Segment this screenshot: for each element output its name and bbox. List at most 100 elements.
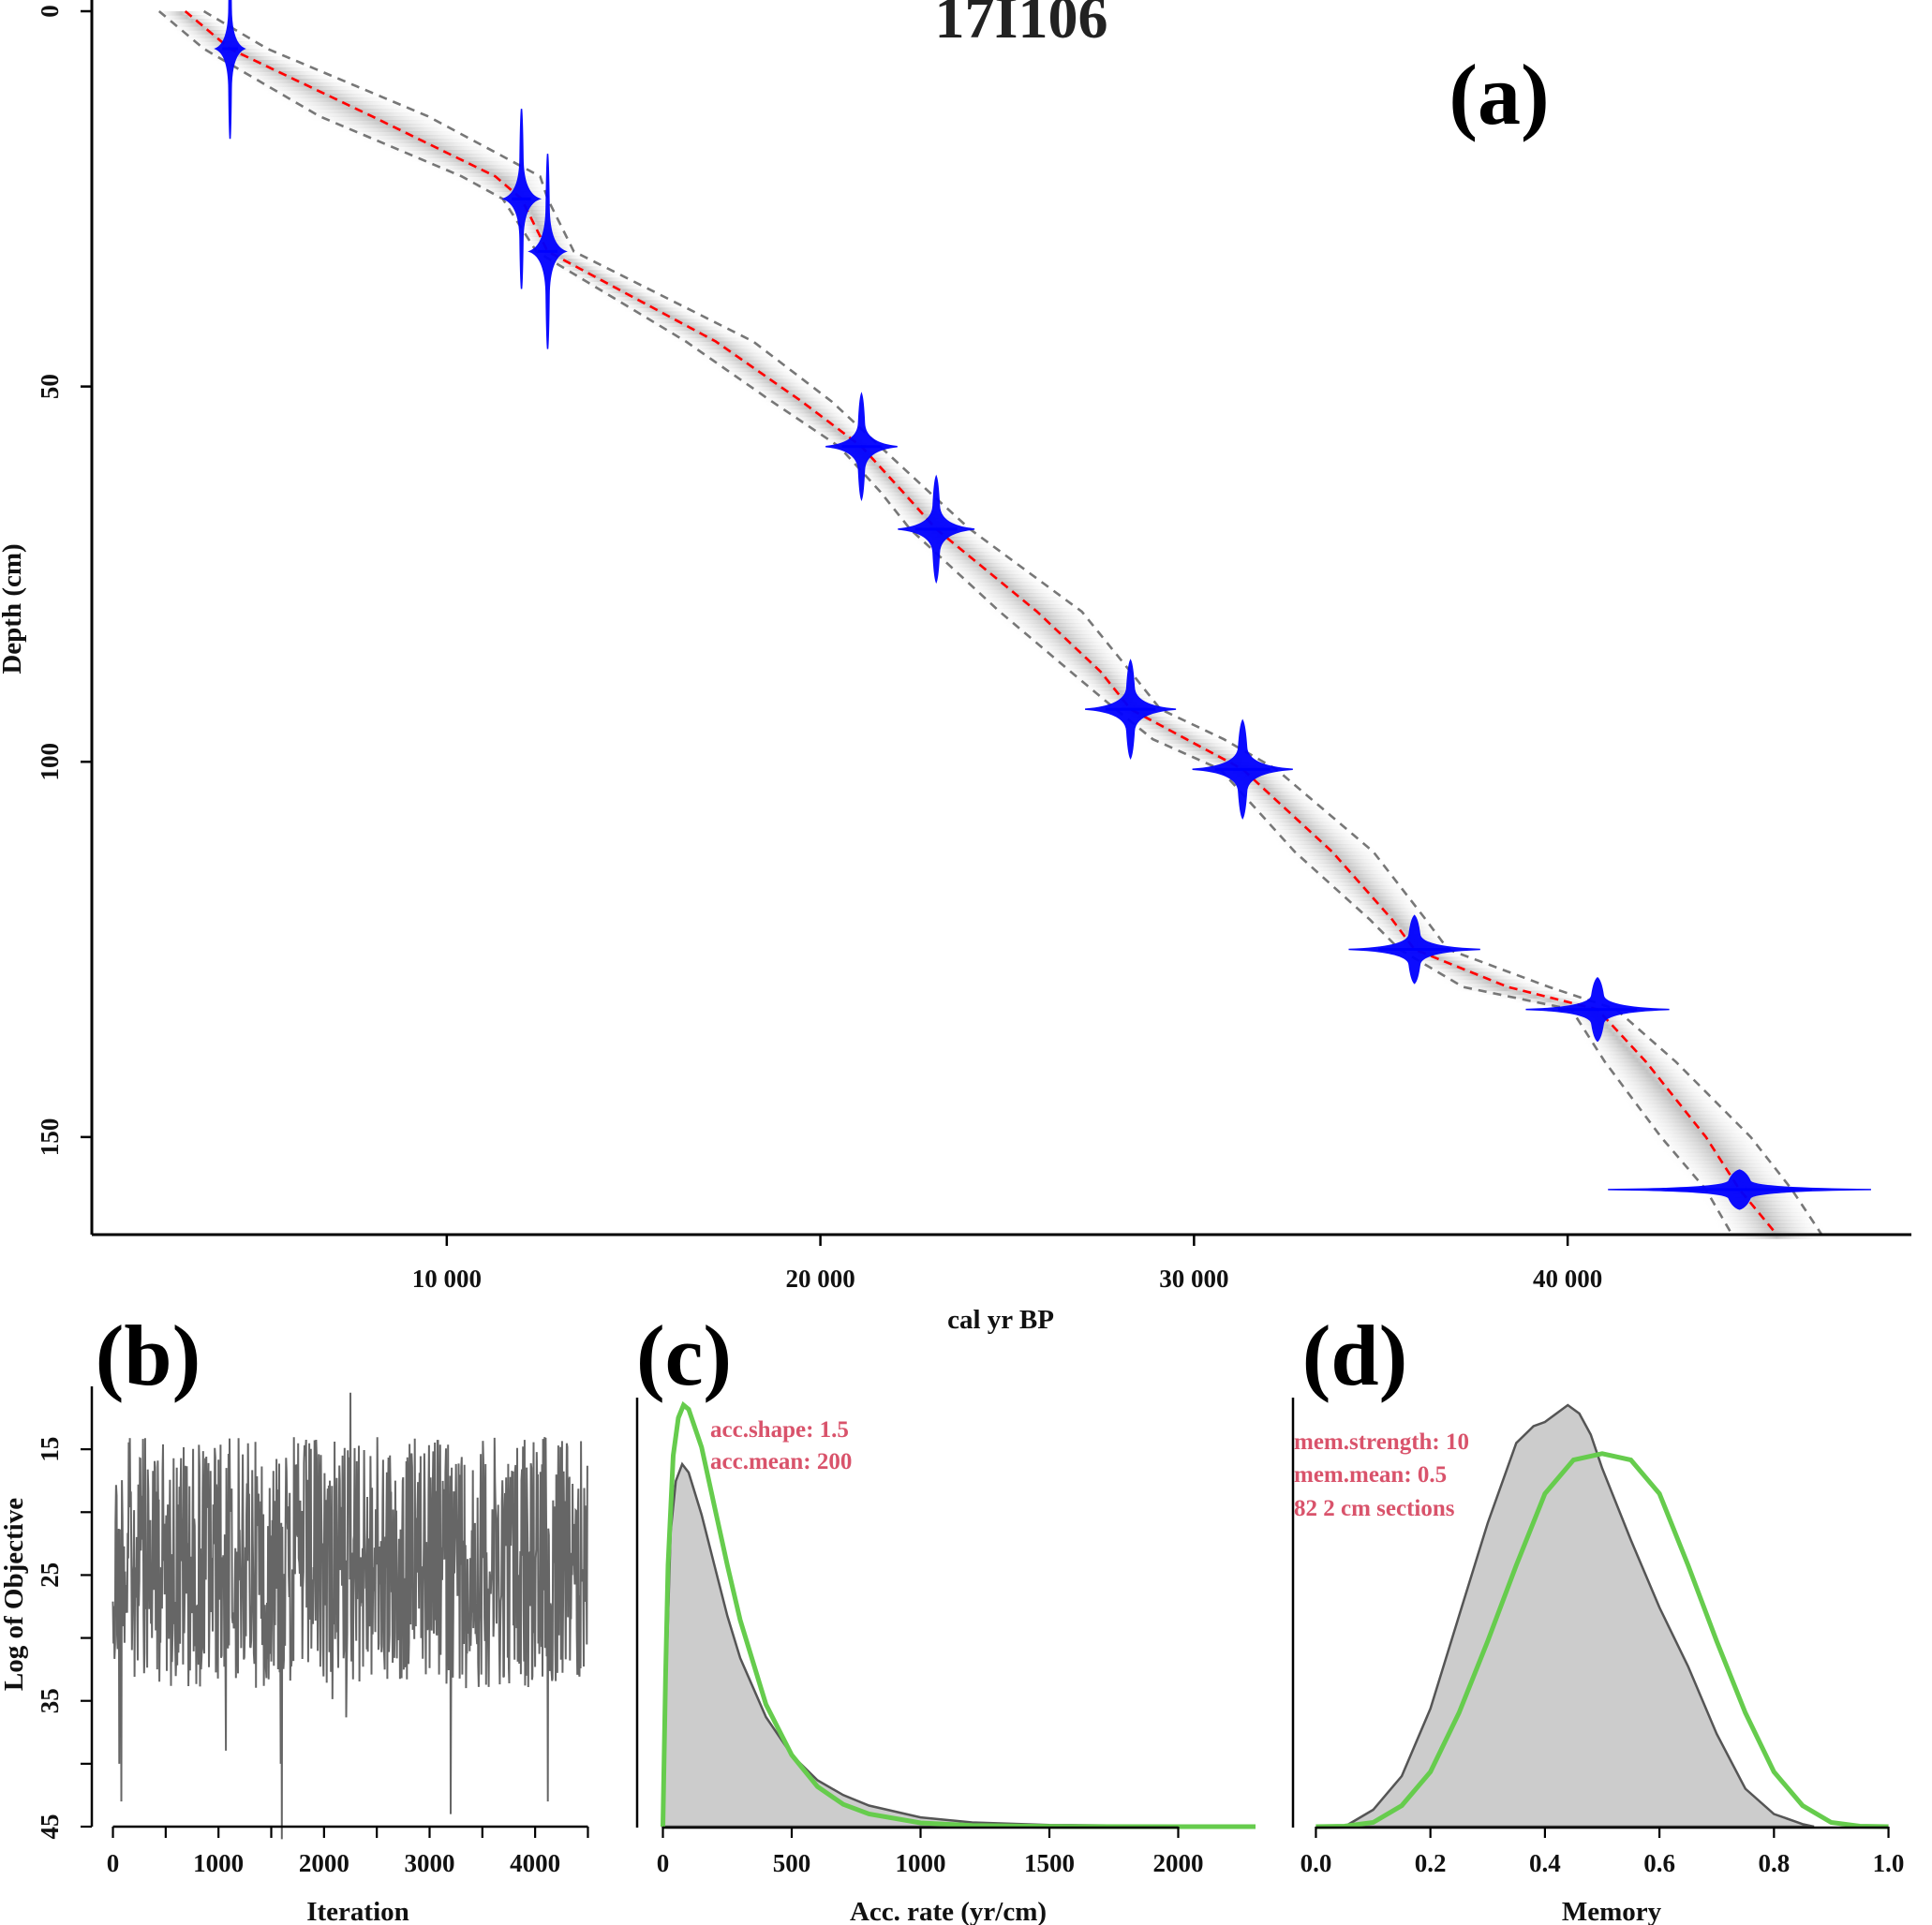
x-tick-label: 0.4: [1529, 1849, 1561, 1877]
uncertainty-slice: [1576, 1028, 1644, 1033]
calibrated-date-distributions: [214, 0, 1871, 1210]
uncertainty-slice: [787, 416, 855, 422]
age-model-uncertainty-band: [153, 11, 1834, 1239]
x-tick-label: 1.0: [1873, 1849, 1905, 1877]
uncertainty-slice: [1017, 634, 1109, 639]
uncertainty-slice: [1229, 788, 1306, 792]
uncertainty-slice: [693, 352, 777, 358]
uncertainty-slice: [1585, 1043, 1663, 1048]
uncertainty-slice: [300, 112, 433, 117]
uncertainty-slice: [1434, 975, 1528, 981]
x-axis-title-a: cal yr BP: [947, 1305, 1054, 1335]
y-tick-label: 45: [36, 1814, 64, 1840]
uncertainty-slice: [793, 420, 859, 425]
memory-prior: [1315, 1451, 1889, 1829]
uncertainty-slice: [805, 427, 867, 433]
uncertainty-slice: [1440, 979, 1539, 985]
uncertainty-slice: [1636, 1118, 1743, 1123]
uncertainty-slice: [1662, 1151, 1774, 1157]
uncertainty-slice: [1710, 1216, 1821, 1221]
uncertainty-slice: [1161, 747, 1246, 751]
uncertainty-slice: [1591, 1054, 1676, 1059]
uncertainty-slice: [867, 483, 927, 489]
x-tick-label: 4000: [510, 1849, 560, 1877]
acc-shape-annotation: acc.shape: 1.5: [710, 1417, 849, 1443]
x-tick-label: 0: [107, 1849, 120, 1877]
acc-rate-posterior: [661, 1461, 1256, 1829]
acc-mean-annotation: acc.mean: 200: [710, 1449, 852, 1474]
x-tick-label: 20 000: [785, 1265, 855, 1293]
uncertainty-slice: [452, 176, 550, 181]
uncertainty-slice: [810, 431, 870, 437]
uncertainty-slice: [1452, 986, 1560, 992]
uncertainty-slice: [179, 34, 249, 38]
x-tick-label: 0.0: [1300, 1849, 1332, 1877]
uncertainty-slice: [1607, 1076, 1701, 1082]
prior-line: [661, 1400, 1256, 1829]
uncertainty-slice: [1374, 930, 1441, 936]
panel-c-accumulation-rate: 0 500 1000 1500 2000 (c) Acc. rate (yr/cm) a…: [635, 1308, 1256, 1925]
uncertainty-slice: [742, 386, 820, 392]
y-axis-title-a: Depth (cm): [0, 543, 27, 674]
y-tick-label: 50: [36, 374, 64, 399]
x-axis-title-d: Memory: [1562, 1897, 1662, 1925]
uncertainty-slice: [1226, 784, 1301, 789]
uncertainty-slice: [1630, 1110, 1735, 1116]
panel-label-a: (a): [1449, 47, 1549, 142]
uncertainty-slice: [514, 225, 566, 230]
uncertainty-slice: [646, 322, 724, 328]
sections-annotation: 82 2 cm sections: [1294, 1496, 1455, 1521]
uncertainty-slice: [1239, 799, 1320, 804]
x-tick-label: 0: [657, 1849, 670, 1877]
uncertainty-slice: [516, 229, 568, 233]
posterior-area: [1340, 1403, 1815, 1829]
uncertainty-slice: [1422, 968, 1508, 973]
uncertainty-slice: [1026, 642, 1116, 646]
y-tick-label: 25: [36, 1562, 64, 1588]
x-tick-label: 1000: [896, 1849, 946, 1877]
uncertainty-slice: [857, 472, 914, 478]
x-tick-label: 0.6: [1643, 1849, 1675, 1877]
uncertainty-slice: [1471, 990, 1570, 996]
trace-line: [111, 1392, 588, 1840]
uncertainty-slice: [816, 435, 874, 440]
uncertainty-slice: [1490, 994, 1581, 1000]
uncertainty-slice: [580, 281, 640, 286]
uncertainty-slice: [161, 19, 223, 23]
uncertainty-slice: [1219, 777, 1293, 781]
uncertainty-slice: [981, 604, 1082, 609]
uncertainty-slice: [1187, 758, 1265, 763]
uncertainty-slice: [226, 67, 322, 72]
uncertainty-slice: [1620, 1095, 1720, 1101]
uncertainty-slice: [1349, 908, 1425, 913]
x-tick-label: 0.2: [1415, 1849, 1447, 1877]
uncertainty-slice: [153, 11, 210, 16]
x-tick-label: 1000: [193, 1849, 244, 1877]
uncertainty-slice: [1269, 833, 1360, 837]
uncertainty-slice: [1583, 1039, 1658, 1044]
uncertainty-slice: [1054, 664, 1133, 669]
acc-rate-prior: [661, 1400, 1256, 1829]
uncertainty-slice: [883, 502, 948, 508]
y-tick-label: 35: [36, 1688, 64, 1713]
uncertainty-slice: [781, 412, 851, 418]
uncertainty-slice: [1612, 1084, 1708, 1089]
uncertainty-slice: [1589, 1050, 1672, 1056]
memory-posterior: [1340, 1403, 1815, 1829]
uncertainty-slice: [770, 405, 843, 410]
uncertainty-slice: [1712, 1220, 1823, 1224]
age-model-95-range-lines: [157, 9, 1823, 1236]
uncertainty-slice: [170, 26, 236, 31]
uncertainty-slice: [1319, 881, 1405, 886]
objective-trace-line: [111, 1392, 588, 1840]
uncertainty-slice: [759, 397, 835, 403]
x-tick-label: 2000: [1153, 1849, 1204, 1877]
uncertainty-slice: [1672, 1162, 1783, 1168]
uncertainty-slice: [369, 142, 489, 147]
prior-line: [1315, 1451, 1889, 1829]
uncertainty-slice: [1341, 900, 1419, 906]
x-tick-label: 10 000: [412, 1265, 482, 1293]
upper-95-range-line: [157, 10, 1733, 1236]
uncertainty-slice: [705, 360, 786, 365]
uncertainty-slice: [512, 221, 564, 226]
